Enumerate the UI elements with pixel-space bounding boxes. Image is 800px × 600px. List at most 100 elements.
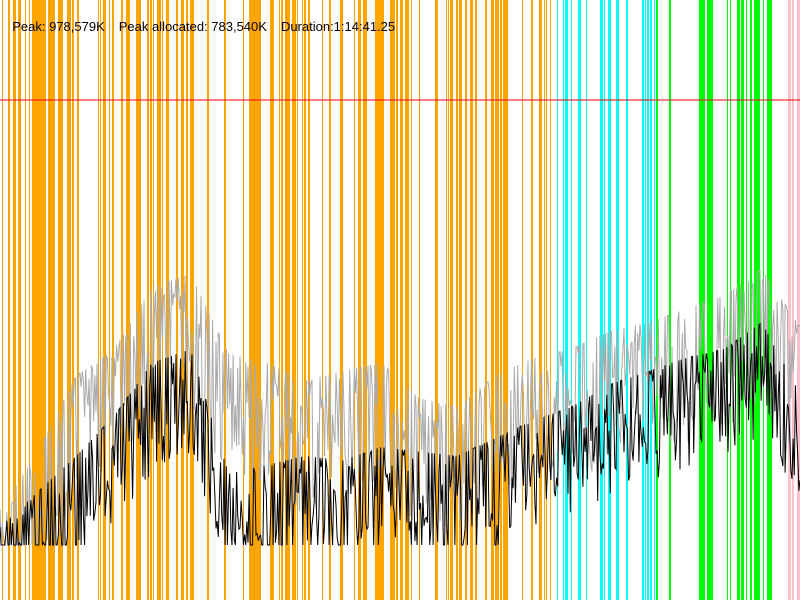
orange-phase-stripe	[281, 0, 283, 600]
orange-phase-stripe	[460, 0, 462, 600]
orange-phase-stripe	[448, 0, 449, 600]
cyan-phase-stripe	[648, 0, 649, 600]
orange-phase-stripe	[358, 0, 361, 600]
orange-phase-stripe	[77, 0, 79, 600]
orange-phase-stripe	[32, 0, 35, 600]
orange-phase-stripe	[186, 0, 188, 600]
duration-label: Duration:1:14:41.25	[280, 19, 396, 34]
orange-phase-stripe	[259, 0, 261, 600]
orange-phase-stripe	[550, 0, 551, 600]
green-phase-stripe	[742, 0, 744, 600]
orange-phase-stripe	[243, 0, 244, 600]
orange-phase-stripe	[255, 0, 259, 600]
orange-phase-stripe	[25, 0, 26, 600]
orange-phase-stripe	[366, 0, 367, 600]
orange-phase-stripe	[287, 0, 290, 600]
orange-phase-stripe	[390, 0, 393, 600]
orange-phase-stripe	[539, 0, 542, 600]
orange-phase-stripe	[153, 0, 154, 600]
cyan-phase-stripe	[647, 0, 648, 600]
orange-phase-stripe	[400, 0, 403, 600]
orange-phase-stripe	[435, 0, 438, 600]
cyan-phase-stripe	[563, 0, 564, 600]
orange-phase-stripe	[475, 0, 477, 600]
green-phase-stripe	[757, 0, 760, 600]
orange-phase-stripe	[61, 0, 63, 600]
orange-phase-stripe	[396, 0, 398, 600]
orange-phase-stripe	[411, 0, 412, 600]
orange-phase-stripe	[270, 0, 274, 600]
cyan-phase-stripe	[642, 0, 644, 600]
orange-phase-stripe	[52, 0, 55, 600]
orange-phase-stripe	[459, 0, 460, 600]
orange-phase-stripe	[506, 0, 508, 600]
orange-phase-stripe	[207, 0, 209, 600]
orange-phase-stripe	[383, 0, 384, 600]
orange-phase-stripe	[450, 0, 453, 600]
orange-phase-stripe	[304, 0, 306, 600]
orange-phase-stripe	[58, 0, 61, 600]
cyan-phase-stripe	[565, 0, 568, 600]
cyan-phase-stripe	[645, 0, 646, 600]
peak-allocated-label: Peak allocated: 783,540K	[118, 19, 267, 34]
orange-phase-stripe	[375, 0, 379, 600]
orange-phase-stripe	[285, 0, 287, 600]
orange-phase-stripe	[485, 0, 487, 600]
cyan-phase-stripe	[604, 0, 605, 600]
green-phase-stripe	[741, 0, 742, 600]
orange-phase-stripe	[13, 0, 16, 600]
orange-phase-stripe	[72, 0, 74, 600]
orange-phase-stripe	[419, 0, 420, 600]
orange-phase-stripe	[408, 0, 409, 600]
pink-phase-stripe	[792, 0, 794, 600]
orange-phase-stripe	[2, 0, 3, 600]
orange-phase-stripe	[546, 0, 547, 600]
green-phase-stripe	[767, 0, 770, 600]
orange-phase-stripe	[100, 0, 101, 600]
cyan-phase-stripe	[586, 0, 587, 600]
orange-phase-stripe	[531, 0, 533, 600]
orange-phase-stripe	[500, 0, 502, 600]
orange-phase-stripe	[470, 0, 473, 600]
orange-phase-stripe	[98, 0, 99, 600]
orange-phase-stripe	[354, 0, 355, 600]
orange-phase-stripe	[495, 0, 499, 600]
cyan-phase-stripe	[650, 0, 652, 600]
orange-phase-stripe	[329, 0, 331, 600]
cyan-phase-stripe	[571, 0, 572, 600]
orange-phase-stripe	[147, 0, 149, 600]
green-phase-stripe	[727, 0, 728, 600]
orange-phase-stripe	[297, 0, 298, 600]
orange-phase-stripe	[544, 0, 545, 600]
green-phase-stripe	[710, 0, 713, 600]
orange-phase-stripe	[39, 0, 42, 600]
peak-label: Peak: 978,579K	[12, 19, 105, 34]
cyan-phase-stripe	[557, 0, 558, 600]
orange-phase-stripe	[224, 0, 226, 600]
cyan-phase-stripe	[654, 0, 655, 600]
orange-phase-stripe	[162, 0, 163, 600]
cyan-phase-stripe	[600, 0, 603, 600]
green-phase-stripe	[699, 0, 702, 600]
green-phase-stripe	[737, 0, 740, 600]
orange-phase-stripe	[457, 0, 458, 600]
orange-phase-stripe	[252, 0, 255, 600]
orange-phase-stripe	[158, 0, 161, 600]
pink-phase-stripe	[788, 0, 791, 600]
orange-phase-stripe	[103, 0, 106, 600]
orange-phase-stripe	[29, 0, 30, 600]
orange-phase-stripe	[302, 0, 303, 600]
orange-phase-stripe	[42, 0, 46, 600]
orange-phase-stripe	[405, 0, 408, 600]
orange-phase-stripe	[140, 0, 141, 600]
orange-phase-stripe	[322, 0, 323, 600]
cyan-phase-stripe	[578, 0, 581, 600]
orange-phase-stripe	[456, 0, 457, 600]
orange-phase-stripe	[48, 0, 52, 600]
orange-phase-stripe	[363, 0, 366, 600]
allocated-memory-series-line	[0, 322, 800, 547]
green-phase-stripe	[746, 0, 747, 600]
orange-phase-stripe	[126, 0, 130, 600]
cyan-phase-stripe	[626, 0, 628, 600]
